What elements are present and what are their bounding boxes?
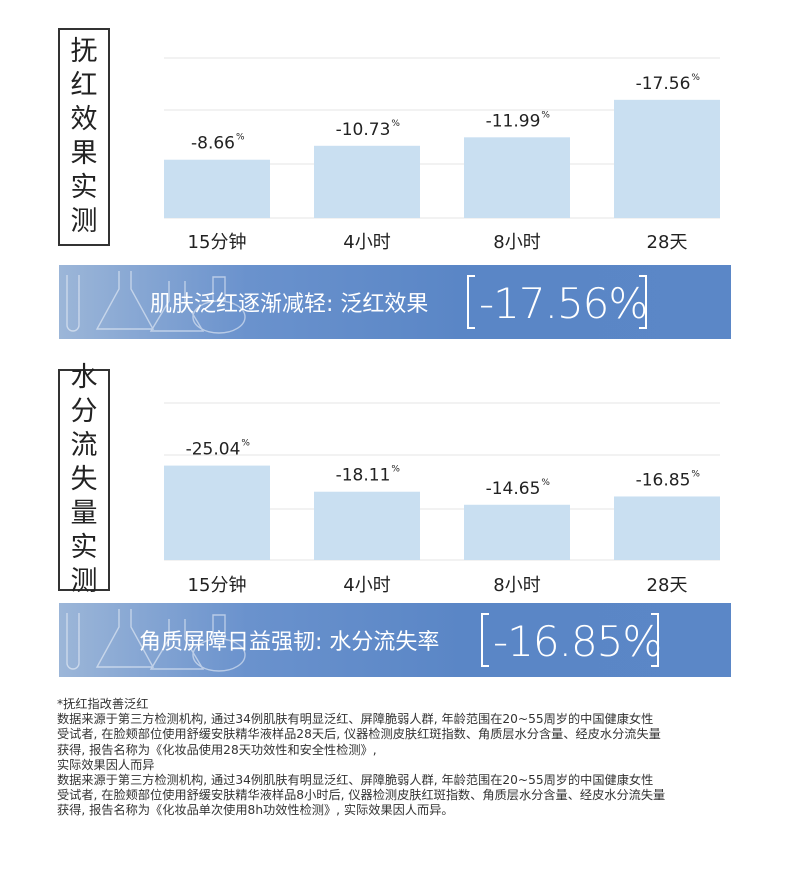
banner-text: 肌肤泛红逐渐减轻: 泛红效果 xyxy=(150,292,429,317)
bar xyxy=(614,496,720,560)
note-line: 数据来源于第三方检测机构, 通过34例肌肤有明显泛红、屏障脆弱人群, 年龄范围在… xyxy=(57,773,654,788)
title-char: 测 xyxy=(70,566,98,597)
title-char: 实 xyxy=(70,532,98,563)
water-loss-title-box: 水 分 流 失 量 实 测 xyxy=(58,362,110,597)
note-line: 受试者, 在脸颊部位使用舒缓安肤精华液样品8小时后, 仪器检测皮肤红斑指数、角质… xyxy=(57,788,666,803)
category-label: 28天 xyxy=(647,232,688,253)
unit-label: % xyxy=(691,73,700,83)
note-line: 受试者, 在脸颊部位使用舒缓安肤精华液样品28天后, 仪器检测皮肤红斑指数、角质… xyxy=(57,727,661,742)
redness-result-banner: 肌肤泛红逐渐减轻: 泛红效果 -17.56% xyxy=(59,265,731,339)
water-loss-bar-chart: -25.04 % 15分钟 -18.11 % 4小时 -14.65 % 8小时 -16.85 % 28… xyxy=(164,402,720,596)
bar-value-label: -10.73 xyxy=(336,120,391,140)
water-loss-section: 水 分 流 失 量 实 测 -25.04% 15分钟 -18.11% 4小时 -14.6… xyxy=(0,345,790,685)
category-label: 4小时 xyxy=(343,575,390,596)
bar-value-label: -16.85 xyxy=(636,470,691,490)
unit-label: % xyxy=(541,478,550,488)
bar xyxy=(314,491,420,560)
title-char: 水 xyxy=(70,362,98,393)
glassware-icon xyxy=(66,271,246,334)
bar xyxy=(164,465,270,560)
title-char: 量 xyxy=(70,498,98,529)
bar-value-label: -8.66 xyxy=(191,134,235,154)
title-char: 测 xyxy=(70,206,98,237)
bracket-left xyxy=(481,613,489,667)
bracket-right xyxy=(639,275,647,329)
note-line: 获得, 报告名称为《化妆品单次使用8h功效性检测》, 实际效果因人而异。 xyxy=(57,803,454,818)
footnotes: *抚红指改善泛红 数据来源于第三方检测机构, 通过34例肌肤有明显泛红、屏障脆弱… xyxy=(57,697,757,819)
category-label: 8小时 xyxy=(493,575,540,596)
bar-value-label: -14.65 xyxy=(486,479,541,499)
bar xyxy=(164,159,270,218)
category-label: 15分钟 xyxy=(188,575,247,596)
bar-value-label: -11.99 xyxy=(486,111,541,131)
title-char: 流 xyxy=(70,430,98,461)
category-label: 28天 xyxy=(647,575,688,596)
glassware-icon xyxy=(66,609,246,672)
water-loss-result-banner: 角质屏障日益强韧: 水分流失率 -16.85% xyxy=(59,603,731,677)
banner-value: -17.56% xyxy=(479,278,648,328)
redness-bar-chart: -8.66 % 15分钟 -10.73 % 4小时 -11.99 % 8小时 -17.56 % 28天 xyxy=(164,57,720,253)
bar xyxy=(614,99,720,218)
bar-value-label: -25.04 xyxy=(186,440,241,460)
category-label: 15分钟 xyxy=(188,232,247,253)
category-label: 8小时 xyxy=(493,232,540,253)
redness-title-box: 抚 红 效 果 实 测 xyxy=(58,28,110,246)
title-char: 抚 xyxy=(70,36,98,67)
banner-value: -16.85% xyxy=(493,616,662,666)
note-line: 获得, 报告名称为《化妆品使用28天功效性和安全性检测》, xyxy=(57,742,377,757)
bracket-right xyxy=(651,613,659,667)
bar xyxy=(314,145,420,218)
title-char: 实 xyxy=(70,172,98,203)
unit-label: % xyxy=(391,119,400,129)
title-char: 红 xyxy=(70,70,98,101)
bar-value-label: -18.11 xyxy=(336,466,391,486)
unit-label: % xyxy=(541,110,550,120)
redness-section: 抚 红 效 果 实 测 -8.66% 15分钟 -10.73% 4小时 -11.99% 8… xyxy=(0,0,790,345)
note-line: *抚红指改善泛红 xyxy=(57,697,149,711)
title-char: 失 xyxy=(70,464,98,495)
unit-label: % xyxy=(241,439,250,449)
unit-label: % xyxy=(691,469,700,479)
bar-value-label: -17.56 xyxy=(636,74,691,94)
title-char: 效 xyxy=(70,104,98,135)
unit-label: % xyxy=(236,133,245,143)
unit-label: % xyxy=(391,465,400,475)
banner-text: 角质屏障日益强韧: 水分流失率 xyxy=(139,630,440,655)
title-char: 分 xyxy=(70,396,98,427)
bracket-left xyxy=(467,275,475,329)
bar xyxy=(464,504,570,560)
bar xyxy=(464,137,570,218)
note-line: 数据来源于第三方检测机构, 通过34例肌肤有明显泛红、屏障脆弱人群, 年龄范围在… xyxy=(57,712,654,727)
category-label: 4小时 xyxy=(343,232,390,253)
note-line: 实际效果因人而异 xyxy=(57,757,155,772)
title-char: 果 xyxy=(70,138,98,169)
